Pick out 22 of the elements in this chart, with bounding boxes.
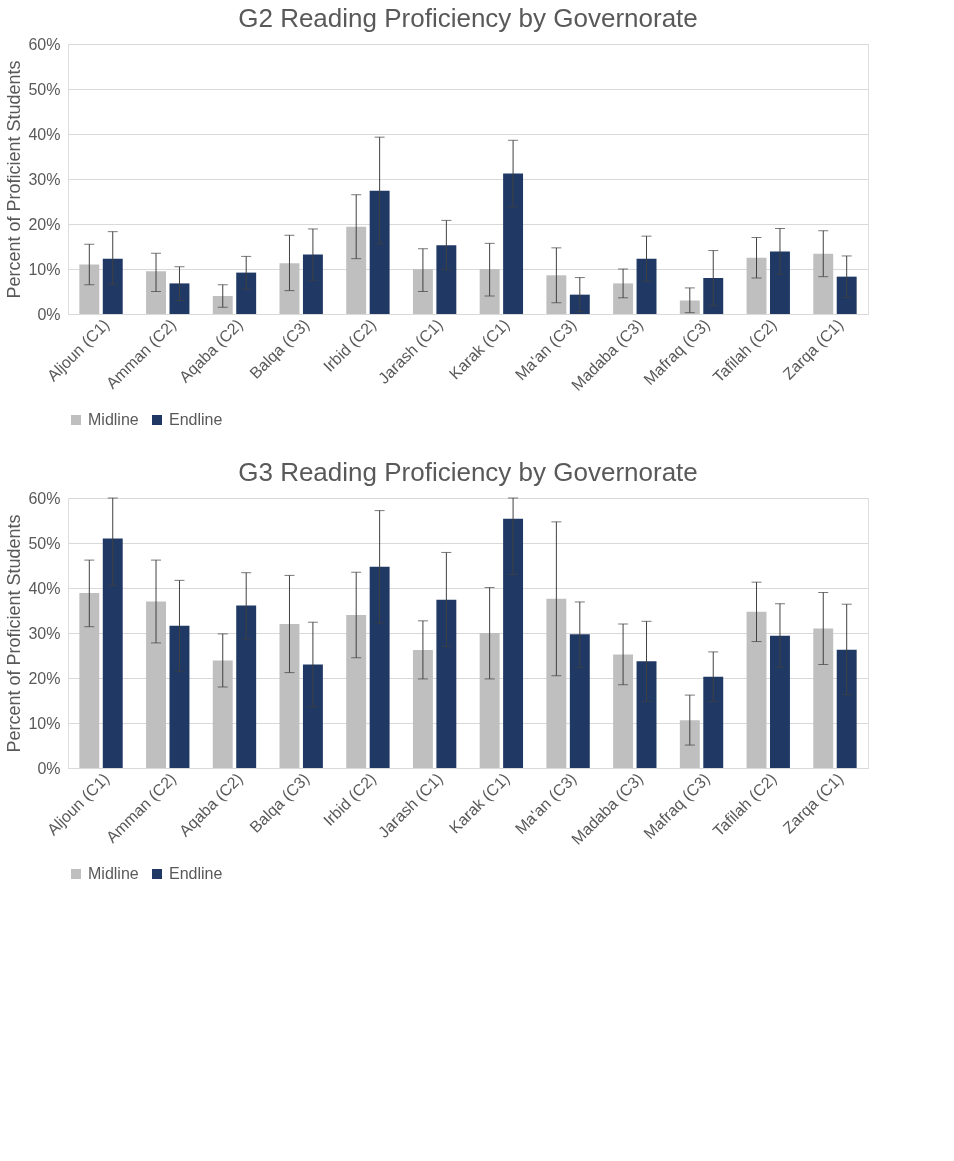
y-tick-label: 0%	[37, 759, 61, 777]
y-tick-label: 0%	[37, 305, 61, 323]
y-tick-label: 50%	[28, 534, 61, 552]
legend-label: Midline	[88, 411, 139, 428]
legend-label: Endline	[169, 865, 223, 882]
y-tick-label: 50%	[28, 80, 61, 98]
chart-title: G2 Reading Proficiency by Governorate	[238, 3, 698, 33]
y-axis-title: Percent of Proficient Students	[4, 60, 25, 299]
chart-title: G3 Reading Proficiency by Governorate	[238, 457, 698, 487]
y-tick-label: 10%	[28, 260, 61, 278]
y-tick-label: 60%	[28, 35, 61, 53]
y-tick-label: 40%	[28, 125, 61, 143]
y-tick-label: 10%	[28, 714, 61, 732]
y-tick-label: 60%	[28, 489, 61, 507]
legend-label: Midline	[88, 865, 139, 882]
y-tick-label: 40%	[28, 579, 61, 597]
y-axis-title: Percent of Proficient Students	[4, 514, 25, 753]
y-tick-label: 30%	[28, 170, 61, 188]
legend-label: Endline	[169, 411, 223, 428]
y-tick-label: 30%	[28, 624, 61, 642]
y-tick-label: 20%	[28, 669, 61, 687]
y-tick-label: 20%	[28, 215, 61, 233]
